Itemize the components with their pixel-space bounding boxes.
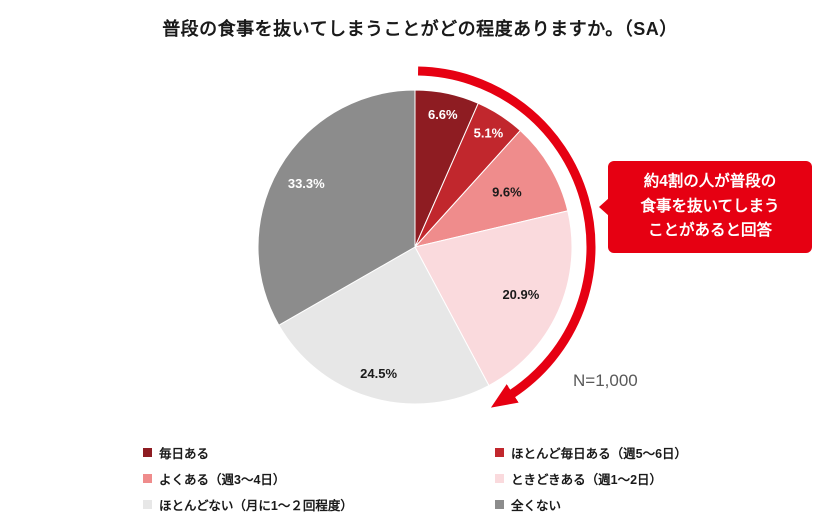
legend-item: 毎日ある [143,443,495,462]
annotation-line-3: ことがあると回答 [647,222,772,240]
legend-swatch [495,500,504,509]
pie-slice-3 [414,210,573,387]
legend-item: よくある（週3〜4日） [143,469,495,488]
legend-swatch [143,448,152,457]
legend-item: ときどきある（週1〜2日） [495,469,687,488]
pie-percent-label-2: 9.6% [492,185,522,200]
annotation-pointer-icon [599,198,609,216]
legend-item: 全くない [495,495,687,514]
emphasis-arc-arrow [417,66,596,408]
pie-percent-label-0: 6.6% [428,107,458,122]
legend-label: ほとんどない（月に1〜２回程度） [159,499,353,513]
legend-swatch [495,474,504,483]
legend-label: よくある（週3〜4日） [159,473,286,487]
legend-item: ほとんどない（月に1〜２回程度） [143,495,495,514]
pie-percent-label-3: 20.9% [502,287,539,302]
legend-swatch [495,448,504,457]
annotation-line-1: 約4割の人が普段の [643,172,777,190]
pie-slice-5 [257,89,416,326]
legend-item: ほとんど毎日ある（週5〜6日） [495,443,687,462]
legend-label: ときどきある（週1〜2日） [511,473,663,487]
sample-size-label: N=1,000 [573,371,638,390]
pie-percent-label-1: 5.1% [474,126,504,141]
pie-percent-label-5: 33.3% [288,176,325,191]
legend-label: 毎日ある [159,447,210,461]
legend: 毎日ある ほとんど毎日ある（週5〜6日） よくある（週3〜4日） ときどきある（… [143,443,687,514]
chart-title: 普段の食事を抜いてしまうことがどの程度ありますか。（SA） [162,19,678,39]
pie-percent-label-4: 24.5% [360,366,397,381]
pie-slice-2 [413,129,569,248]
annotation-line-2: 食事を抜いてしまう [640,197,780,215]
annotation-box: 約4割の人が普段の 食事を抜いてしまう ことがあると回答 [599,161,812,253]
legend-swatch [143,500,152,509]
legend-label: 全くない [511,499,562,513]
legend-label: ほとんど毎日ある（週5〜6日） [511,447,688,461]
pie-slice-4 [278,246,490,405]
legend-swatch [143,474,152,483]
